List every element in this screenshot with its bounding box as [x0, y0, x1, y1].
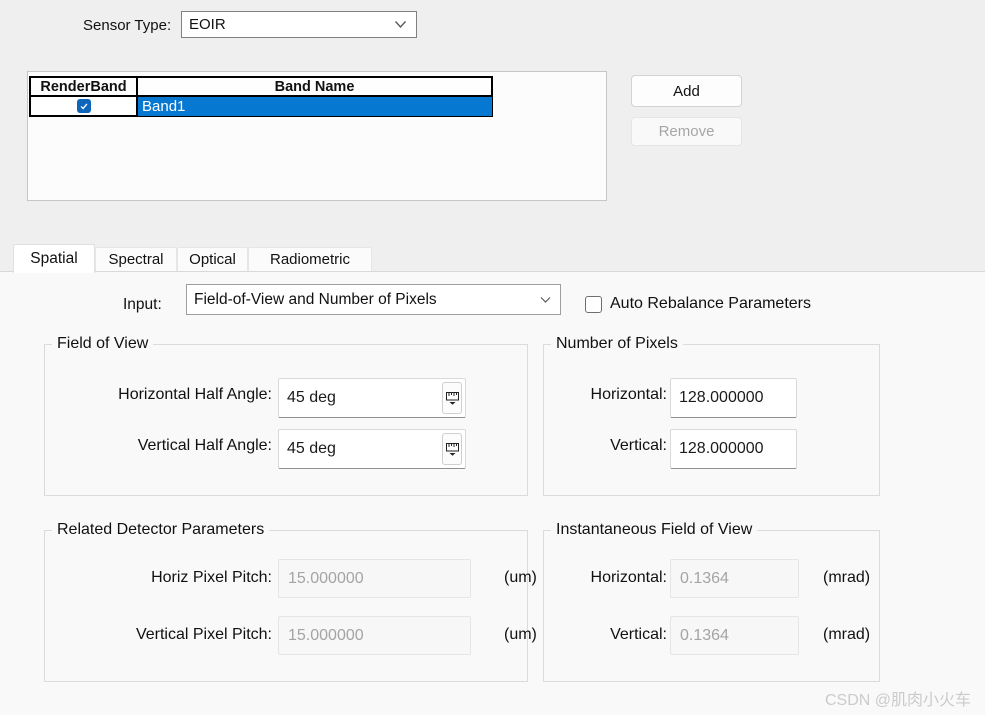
input-mode-dropdown[interactable]: Field-of-View and Number of Pixels	[186, 284, 561, 315]
unit-selector-button[interactable]	[442, 433, 462, 465]
sensor-type-label: Sensor Type:	[83, 17, 172, 34]
pixels-horizontal-label: Horizontal:	[590, 386, 667, 403]
tab-spatial[interactable]: Spatial	[13, 244, 95, 273]
vertical-pixel-pitch-unit: (um)	[504, 626, 537, 643]
vertical-half-angle-value: 45 deg	[287, 440, 336, 457]
unit-selector-button[interactable]	[442, 382, 462, 414]
groupbox-field-of-view: Field of View Horizontal Half Angle: 45 …	[44, 335, 528, 496]
ifov-horizontal-value: 0.1364	[680, 569, 729, 587]
horizontal-half-angle-value: 45 deg	[287, 389, 336, 406]
horiz-pixel-pitch-label: Horiz Pixel Pitch:	[151, 569, 272, 586]
horizontal-half-angle-input[interactable]: 45 deg	[278, 378, 466, 418]
groupbox-instantaneous-field-of-view: Instantaneous Field of View Horizontal: …	[543, 521, 880, 682]
horizontal-half-angle-label: Horizontal Half Angle:	[118, 386, 272, 403]
watermark: CSDN @肌肉小火车	[824, 692, 971, 709]
vertical-pixel-pitch-value: 15.000000	[288, 626, 364, 644]
groupbox-number-of-pixels: Number of Pixels Horizontal: 128.000000 …	[543, 335, 880, 496]
checkbox-checked-icon[interactable]	[76, 98, 91, 113]
horiz-pixel-pitch-input: 15.000000	[278, 559, 471, 598]
column-header-renderband[interactable]: RenderBand	[29, 76, 138, 97]
unit-ruler-icon	[445, 442, 459, 456]
top-section: Sensor Type: EOIR RenderBand Band Name B…	[0, 0, 985, 272]
unit-ruler-icon	[445, 391, 459, 405]
renderband-cell[interactable]	[29, 95, 138, 117]
horiz-pixel-pitch-unit: (um)	[504, 569, 537, 586]
pixels-vertical-label: Vertical:	[610, 437, 667, 454]
band-table-container: RenderBand Band Name Band1	[27, 71, 607, 201]
sensor-type-dropdown[interactable]: EOIR	[181, 11, 417, 38]
groupbox-title: Related Detector Parameters	[52, 521, 270, 539]
groupbox-title: Instantaneous Field of View	[551, 521, 758, 539]
vertical-pixel-pitch-input: 15.000000	[278, 616, 471, 655]
column-header-bandname[interactable]: Band Name	[136, 76, 493, 97]
ifov-horizontal-label: Horizontal:	[590, 569, 667, 586]
pixels-vertical-value: 128.000000	[679, 440, 764, 457]
input-mode-value: Field-of-View and Number of Pixels	[194, 290, 437, 308]
ifov-vertical-unit: (mrad)	[823, 626, 871, 643]
chevron-down-icon	[540, 296, 551, 303]
ifov-vertical-input: 0.1364	[670, 616, 799, 655]
groupbox-title: Field of View	[52, 335, 154, 353]
auto-rebalance-label: Auto Rebalance Parameters	[610, 295, 811, 312]
ifov-horizontal-unit: (mrad)	[823, 569, 871, 586]
groupbox-related-detector-parameters: Related Detector Parameters Horiz Pixel …	[44, 521, 537, 682]
ifov-horizontal-input: 0.1364	[670, 559, 799, 598]
vertical-pixel-pitch-label: Vertical Pixel Pitch:	[135, 626, 272, 643]
pixels-horizontal-value: 128.000000	[679, 389, 764, 406]
table-row[interactable]: Band1	[29, 95, 493, 117]
input-label: Input:	[123, 296, 162, 313]
add-button[interactable]: Add	[631, 75, 742, 107]
remove-button[interactable]: Remove	[631, 117, 742, 146]
chevron-down-icon	[394, 21, 407, 29]
vertical-half-angle-input[interactable]: 45 deg	[278, 429, 466, 469]
tab-radiometric[interactable]: Radiometric	[248, 247, 372, 271]
horiz-pixel-pitch-value: 15.000000	[288, 569, 364, 587]
pixels-vertical-input[interactable]: 128.000000	[670, 429, 797, 469]
ifov-vertical-label: Vertical:	[610, 626, 667, 643]
auto-rebalance-checkbox[interactable]	[585, 296, 602, 313]
groupbox-title: Number of Pixels	[551, 335, 683, 353]
pixels-horizontal-input[interactable]: 128.000000	[670, 378, 797, 418]
sensor-type-value: EOIR	[189, 16, 226, 33]
band-table: RenderBand Band Name Band1	[29, 76, 493, 117]
vertical-half-angle-label: Vertical Half Angle:	[137, 437, 272, 454]
bandname-cell[interactable]: Band1	[136, 95, 493, 117]
ifov-vertical-value: 0.1364	[680, 626, 729, 644]
tab-optical[interactable]: Optical	[177, 247, 248, 271]
tab-spectral[interactable]: Spectral	[95, 247, 177, 271]
band-table-header-row: RenderBand Band Name	[29, 76, 493, 97]
